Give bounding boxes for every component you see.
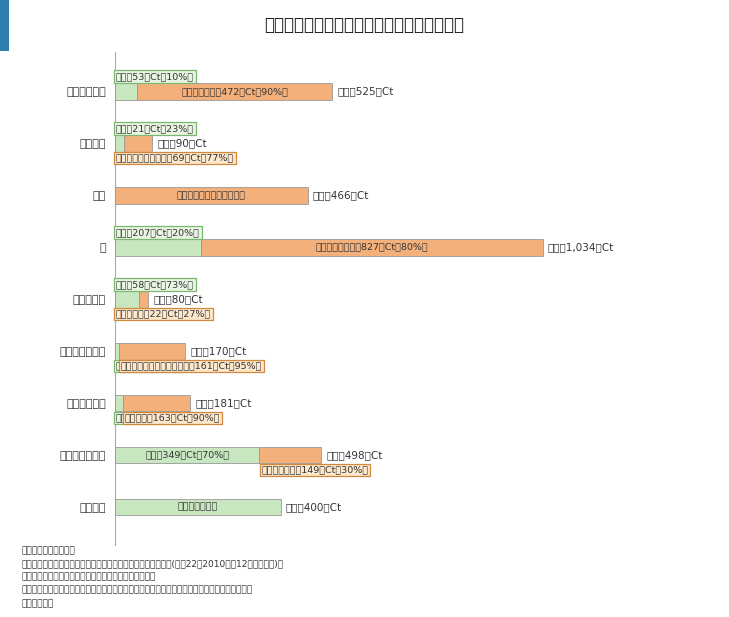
Bar: [137, 83, 332, 100]
Text: 未利用207万Ct（20%）: 未利用207万Ct（20%）: [116, 228, 200, 237]
Text: 賦存量466万Ct: 賦存量466万Ct: [313, 190, 370, 201]
Bar: [119, 343, 185, 360]
Bar: [200, 239, 542, 255]
Text: 未利用9万Ct（5%）: 未利用9万Ct（5%）: [116, 362, 182, 371]
Text: 未利用58万Ct（73%）: 未利用58万Ct（73%）: [116, 280, 194, 289]
Text: 図４－３　バイオマスの賦存量と利用可能量: 図４－３ バイオマスの賦存量と利用可能量: [265, 16, 464, 35]
Text: 賦存量80万Ct: 賦存量80万Ct: [153, 294, 203, 304]
Text: 賦存量181万Ct: 賦存量181万Ct: [195, 398, 252, 408]
Bar: [122, 395, 190, 412]
Text: 製紙原料、エネルギーに利用161万Ct（95%）: 製紙原料、エネルギーに利用161万Ct（95%）: [121, 362, 262, 371]
Text: 再資源化等163万Ct（90%）: 再資源化等163万Ct（90%）: [125, 413, 220, 423]
Text: 未利用349万Ct（70%）: 未利用349万Ct（70%）: [145, 450, 230, 460]
Bar: [139, 291, 148, 307]
Text: 肥飼料に利用22万Ct（27%）: 肥飼料に利用22万Ct（27%）: [116, 310, 211, 318]
Bar: [260, 447, 321, 463]
Text: 資料：農林水産省作成
　注：１）本資料の賦存量は「バイオマス活用推進基本計画」(平成22（2010）年12月閣議決定)に
　　　　記載されている数値を基に炭素ｔ: 資料：農林水産省作成 注：１）本資料の賦存量は「バイオマス活用推進基本計画」(平…: [22, 546, 284, 608]
Text: 未利用21万Ct（23%）: 未利用21万Ct（23%）: [116, 124, 194, 133]
Text: 未利用53万Ct（10%）: 未利用53万Ct（10%）: [116, 72, 194, 81]
Text: 建設資材原料等に利用69万Ct（77%）: 建設資材原料等に利用69万Ct（77%）: [116, 154, 234, 163]
Text: 未利用18万Ct（10%）: 未利用18万Ct（10%）: [116, 413, 194, 423]
Text: 賦存量498万Ct: 賦存量498万Ct: [326, 450, 383, 460]
Text: ほとんどがエネルギー利用: ほとんどがエネルギー利用: [177, 191, 246, 200]
Bar: [124, 135, 152, 152]
Text: 賦存量525万Ct: 賦存量525万Ct: [338, 86, 394, 96]
Bar: [115, 343, 119, 360]
Text: 肥飼料等に利用149万Ct（30%）: 肥飼料等に利用149万Ct（30%）: [262, 465, 369, 474]
Text: 賦存量400万Ct: 賦存量400万Ct: [286, 502, 342, 512]
Bar: [115, 395, 122, 412]
Text: 素材原料等に利用827万Ct（80%）: 素材原料等に利用827万Ct（80%）: [316, 242, 428, 252]
Bar: [115, 447, 260, 463]
Text: 賦存量170万Ct: 賦存量170万Ct: [190, 346, 247, 356]
Text: 賦存量90万Ct: 賦存量90万Ct: [157, 138, 207, 148]
Text: たい肥等に利用472万Ct（90%）: たい肥等に利用472万Ct（90%）: [182, 87, 288, 96]
Bar: [115, 499, 281, 515]
Text: ほとんど未利用: ほとんど未利用: [178, 503, 218, 511]
Bar: [115, 135, 124, 152]
Bar: [115, 291, 139, 307]
Bar: [115, 83, 137, 100]
Text: 賦存量1,034万Ct: 賦存量1,034万Ct: [547, 242, 614, 252]
Bar: [115, 187, 308, 204]
Bar: [115, 239, 200, 255]
Bar: [0, 0, 9, 51]
